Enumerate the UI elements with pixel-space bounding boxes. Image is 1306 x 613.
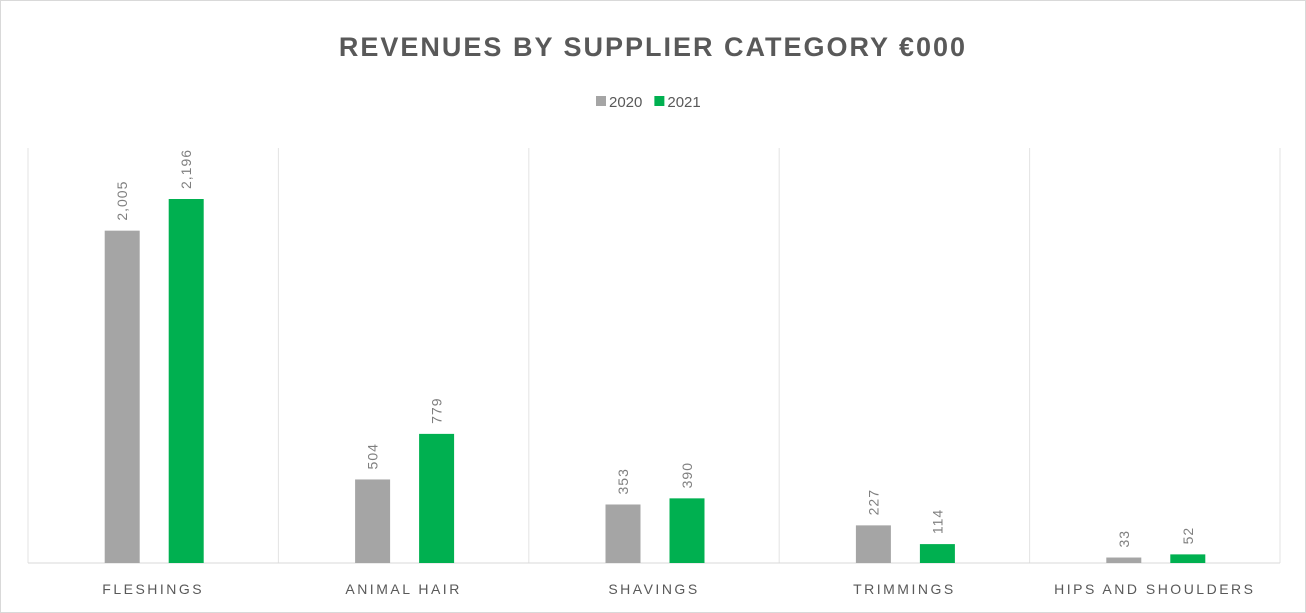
bar <box>355 479 391 563</box>
x-tick-label: HIPS AND SHOULDERS <box>1054 581 1255 597</box>
data-label: 504 <box>365 443 381 469</box>
data-label: 227 <box>865 489 881 515</box>
data-label: 2,196 <box>178 149 194 189</box>
data-label: 779 <box>429 398 445 424</box>
legend-label: 2020 <box>609 94 642 111</box>
legend-swatch <box>596 96 606 106</box>
bar <box>1106 557 1142 563</box>
x-tick-label: ANIMAL HAIR <box>345 581 461 597</box>
bar <box>605 504 641 563</box>
legend-swatch <box>654 96 665 106</box>
bar <box>669 498 705 563</box>
legend: 2020 2021 <box>596 94 701 111</box>
bar <box>419 433 455 563</box>
data-label: 353 <box>615 468 631 494</box>
chart-title: REVENUES BY SUPPLIER CATEGORY €000 <box>339 32 967 62</box>
x-tick-label: FLESHINGS <box>102 581 204 597</box>
legend-label: 2021 <box>667 94 700 111</box>
bar <box>104 230 140 564</box>
data-label: 52 <box>1180 527 1196 545</box>
data-label: 33 <box>1116 530 1132 548</box>
data-label: 390 <box>679 462 695 488</box>
x-tick-label: TRIMMINGS <box>853 581 956 597</box>
data-label: 2,005 <box>114 181 130 221</box>
bar <box>919 544 955 563</box>
data-label: 114 <box>929 509 945 534</box>
x-tick-label: SHAVINGS <box>608 581 699 597</box>
bar <box>855 525 891 563</box>
bar <box>168 199 204 563</box>
bar <box>1170 554 1206 563</box>
